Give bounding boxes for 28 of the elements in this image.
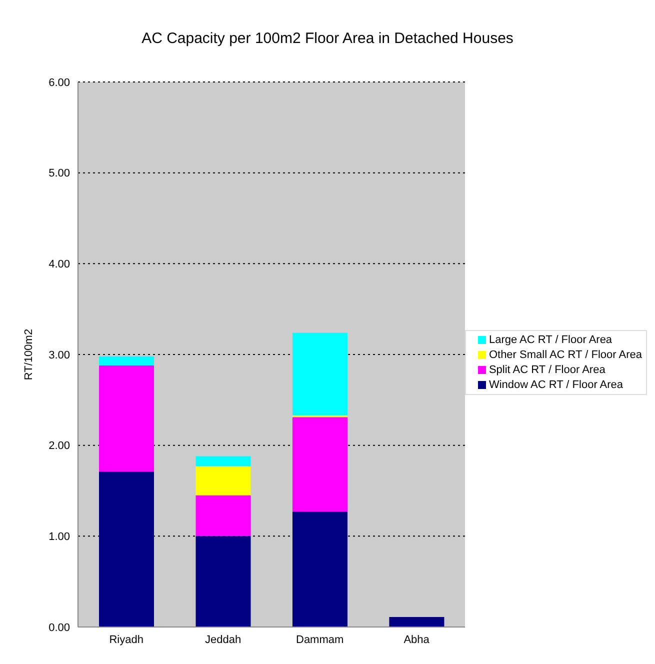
- bar: [196, 495, 251, 536]
- y-tick-label: 6.00: [48, 76, 70, 89]
- x-tick-label: Riyadh: [109, 634, 144, 646]
- y-tick-label: 5.00: [48, 168, 70, 180]
- bar: [292, 332, 348, 416]
- bar: [292, 417, 348, 512]
- bar: [389, 617, 444, 627]
- bar: [196, 456, 251, 466]
- y-tick-label: 1.00: [48, 531, 70, 544]
- bar: [99, 365, 154, 472]
- y-tick-label: 2.00: [48, 440, 70, 452]
- y-axis-title: RT/100m2: [22, 328, 35, 380]
- bar: [196, 536, 251, 627]
- legend-label: Split AC RT / Floor Area: [488, 364, 606, 376]
- legend-label: Window AC RT / Floor Area: [488, 378, 624, 390]
- x-tick-label: Jeddah: [205, 634, 242, 646]
- y-tick-label: 3.00: [48, 349, 70, 362]
- bar: [292, 512, 348, 627]
- bar: [196, 466, 251, 496]
- chart-title: AC Capacity per 100m2 Floor Area in Detached Houses: [140, 29, 514, 49]
- bar: [99, 472, 154, 627]
- x-tick-label: Dammam: [296, 634, 344, 646]
- legend-label: Other Small AC RT / Floor Area: [488, 348, 642, 360]
- legend-label: Large AC RT / Floor Area: [488, 334, 612, 346]
- x-tick-label: Abha: [404, 634, 430, 646]
- y-tick-label: 0.00: [48, 622, 70, 634]
- bar: [99, 356, 154, 366]
- y-tick-label: 4.00: [48, 258, 70, 271]
